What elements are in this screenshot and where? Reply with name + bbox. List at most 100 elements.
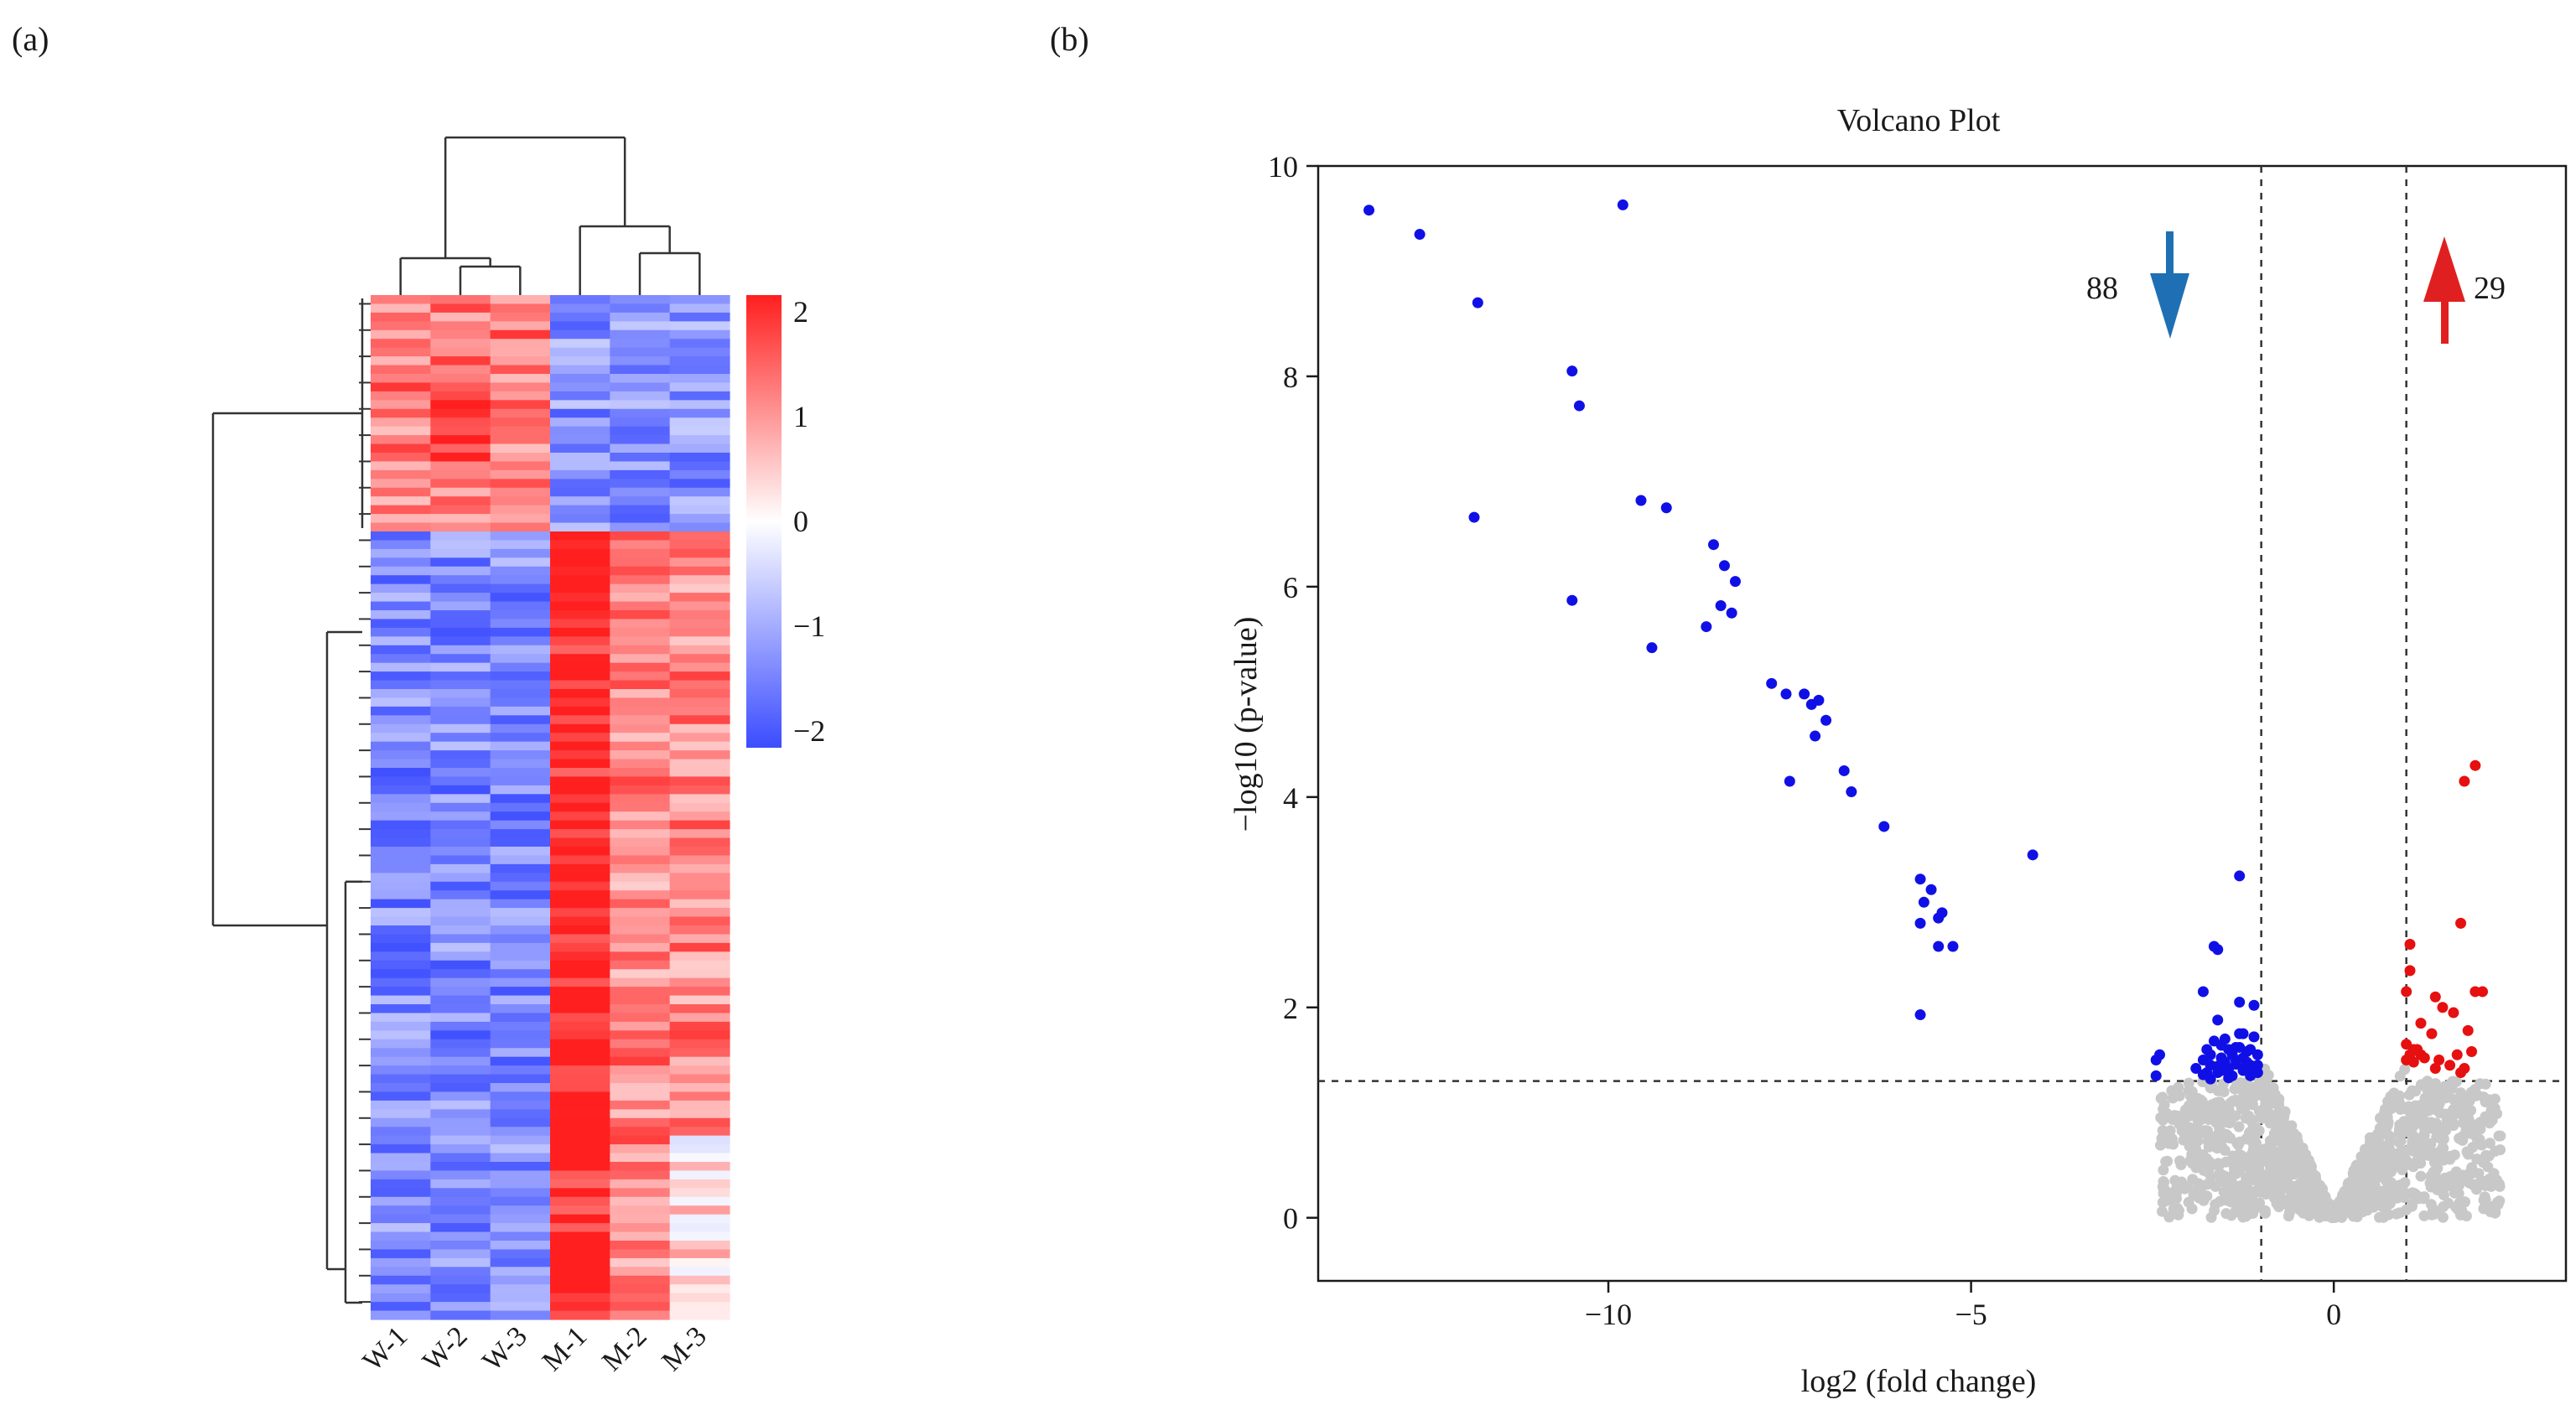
point-down (1810, 730, 1821, 742)
up-count: 29 (2474, 271, 2506, 306)
heatmap-cell (550, 881, 610, 891)
heatmap-cell (430, 1065, 491, 1076)
point-ns (2479, 1191, 2490, 1203)
heatmap-cell (490, 566, 551, 576)
heatmap-cell (669, 1188, 730, 1198)
point-ns (2273, 1151, 2285, 1163)
point-ns (2489, 1102, 2501, 1114)
heatmap-cell (371, 1091, 431, 1101)
point-ns (2162, 1155, 2174, 1167)
point-ns (2308, 1177, 2319, 1189)
heatmap-cell (430, 908, 491, 918)
heatmap-cell (550, 802, 610, 812)
heatmap-cell (550, 1179, 610, 1189)
point-ns (2380, 1203, 2392, 1215)
heatmap-cell (669, 1013, 730, 1023)
heatmap-cell (371, 890, 431, 900)
heatmap-cell (430, 1302, 491, 1312)
heatmap-cell (550, 312, 610, 322)
point-ns (2277, 1113, 2289, 1125)
heatmap-cell (371, 847, 431, 857)
heatmap-cell (490, 689, 551, 699)
point-ns (2425, 1181, 2437, 1193)
heatmap-cell (490, 408, 551, 418)
heatmap-cell (371, 505, 431, 515)
heatmap-cell (610, 1179, 671, 1189)
heatmap-cell (490, 557, 551, 568)
heatmap-cell (550, 741, 610, 751)
heatmap-cell (430, 514, 491, 524)
heatmap-cell (430, 995, 491, 1005)
heatmap-cell (550, 890, 610, 900)
heatmap-cell (371, 391, 431, 401)
heatmap-cell (371, 733, 431, 743)
point-ns (2406, 1085, 2418, 1096)
heatmap-cell (550, 487, 610, 497)
point-ns (2371, 1133, 2382, 1144)
heatmap-cell (550, 768, 610, 778)
heatmap-cell (490, 899, 551, 909)
point-ns (2432, 1088, 2444, 1100)
heatmap-cell (430, 1127, 491, 1137)
heatmap-cell (430, 1109, 491, 1119)
heatmap-cell (669, 890, 730, 900)
heatmap-cell (490, 329, 551, 339)
heatmap-cell (490, 610, 551, 620)
heatmap-cell (669, 671, 730, 682)
point-down (1933, 941, 1945, 952)
point-ns (2480, 1152, 2491, 1164)
point-up (2426, 1028, 2438, 1039)
point-down (1363, 205, 1375, 216)
heatmap-cell (550, 995, 610, 1005)
point-ns (2418, 1210, 2430, 1221)
heatmap-cell (669, 916, 730, 926)
heatmap-cell (430, 1196, 491, 1206)
point-down (1838, 765, 1850, 776)
heatmap-cell (371, 329, 431, 339)
heatmap-cell (430, 469, 491, 479)
heatmap-cell (669, 715, 730, 725)
column-dendrogram (399, 136, 701, 295)
heatmap-cell (610, 1196, 671, 1206)
heatmap-cell (490, 374, 551, 384)
column-label: W-1 (357, 1320, 414, 1377)
heatmap-cell (490, 1241, 551, 1251)
heatmap-cell (669, 636, 730, 646)
heatmap-cell (371, 1223, 431, 1233)
point-down (2237, 1063, 2249, 1075)
heatmap-cell (550, 566, 610, 576)
heatmap-cell (490, 1249, 551, 1259)
heatmap-cell (371, 969, 431, 979)
heatmap-cell (610, 873, 671, 883)
point-ns (2393, 1161, 2405, 1173)
heatmap-cell (430, 1249, 491, 1259)
heatmap-cell (550, 960, 610, 970)
heatmap-cell (490, 575, 551, 585)
point-down (1468, 511, 1480, 523)
heatmap-cell (490, 400, 551, 410)
heatmap-cell (669, 1100, 730, 1110)
heatmap-cell (371, 768, 431, 778)
heatmap-cell (430, 636, 491, 646)
point-ns (2183, 1085, 2194, 1096)
heatmap-cell (550, 540, 610, 550)
heatmap-cell (610, 1293, 671, 1303)
point-ns (2395, 1135, 2407, 1147)
heatmap-cell (430, 557, 491, 568)
heatmap-cell (371, 881, 431, 891)
heatmap-cell (371, 960, 431, 970)
point-ns (2197, 1148, 2209, 1160)
point-ns (2260, 1169, 2272, 1181)
heatmap-cell (490, 759, 551, 769)
point-ns (2383, 1129, 2395, 1141)
point-ns (2203, 1141, 2215, 1153)
heatmap-cell (490, 1100, 551, 1110)
point-ns (2450, 1166, 2462, 1178)
heatmap-cell (430, 768, 491, 778)
heatmap-cell (371, 356, 431, 366)
heatmap-cell (430, 820, 491, 830)
point-ns (2466, 1123, 2478, 1135)
heatmap-cell (430, 785, 491, 795)
heatmap-cell (550, 479, 610, 489)
heatmap-cell (430, 847, 491, 857)
